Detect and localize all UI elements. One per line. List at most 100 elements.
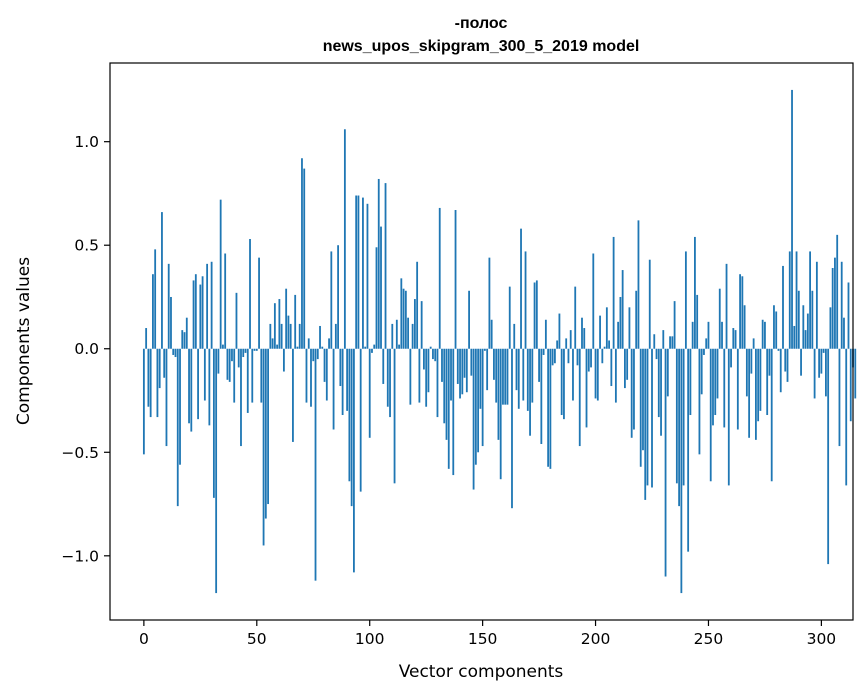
bar-115 xyxy=(402,288,405,349)
bar-241 xyxy=(687,348,690,552)
bar-122 xyxy=(418,348,421,403)
bar-275 xyxy=(764,321,766,349)
bar-249 xyxy=(705,338,708,349)
bar-256 xyxy=(721,321,723,349)
bar-258 xyxy=(725,263,728,349)
bar-182 xyxy=(553,348,556,364)
bar-230 xyxy=(662,330,665,349)
bar-184 xyxy=(558,313,561,349)
bar-155 xyxy=(493,348,495,380)
bar-211 xyxy=(619,296,622,349)
bar-232 xyxy=(666,348,669,397)
bar-267 xyxy=(745,348,748,397)
bar-3 xyxy=(149,348,152,418)
bar-96 xyxy=(359,348,362,492)
bar-264 xyxy=(739,274,741,349)
bar-35 xyxy=(222,344,224,349)
bar-273 xyxy=(759,348,762,411)
bar-97 xyxy=(362,197,364,349)
bar-210 xyxy=(617,321,620,349)
bar-5 xyxy=(154,249,157,349)
bar-239 xyxy=(682,348,685,486)
bar-148 xyxy=(477,348,480,453)
bar-86 xyxy=(337,245,339,349)
x-tick-label: 200 xyxy=(581,630,611,648)
bar-72 xyxy=(305,348,308,403)
bar-4 xyxy=(152,274,154,349)
bar-28 xyxy=(206,263,209,349)
bar-207 xyxy=(610,348,613,387)
bar-260 xyxy=(730,348,732,368)
bar-299 xyxy=(818,348,821,378)
bar-166 xyxy=(517,348,520,409)
bar-30 xyxy=(210,261,213,349)
bar-280 xyxy=(775,311,778,349)
bar-109 xyxy=(389,348,391,418)
bar-208 xyxy=(612,236,615,349)
bar-216 xyxy=(630,348,633,438)
bar-120 xyxy=(413,299,416,349)
bar-238 xyxy=(680,348,683,594)
bar-293 xyxy=(804,330,807,349)
bar-289 xyxy=(795,251,798,349)
bar-79 xyxy=(321,346,324,349)
bar-225 xyxy=(651,348,653,488)
bar-287 xyxy=(791,89,793,349)
bar-254 xyxy=(716,348,719,399)
bar-17 xyxy=(181,330,184,349)
bar-262 xyxy=(734,330,737,349)
bar-128 xyxy=(432,348,434,360)
bar-205 xyxy=(605,307,608,349)
bar-315 xyxy=(854,348,857,399)
bar-58 xyxy=(273,303,276,349)
bar-15 xyxy=(176,348,179,507)
bar-32 xyxy=(215,348,218,594)
bar-33 xyxy=(217,348,220,374)
bar-290 xyxy=(797,290,800,349)
bar-229 xyxy=(660,348,662,436)
bar-272 xyxy=(757,348,760,422)
bar-248 xyxy=(703,348,705,355)
bar-50 xyxy=(255,348,258,351)
bar-21 xyxy=(190,348,193,432)
bar-213 xyxy=(624,348,626,389)
bar-165 xyxy=(515,348,518,391)
bar-218 xyxy=(635,290,638,349)
bar-193 xyxy=(578,348,581,447)
bar-235 xyxy=(673,301,676,349)
bar-42 xyxy=(237,348,240,368)
bar-52 xyxy=(260,348,263,403)
bar-274 xyxy=(761,319,764,349)
bar-124 xyxy=(423,348,425,370)
bar-57 xyxy=(271,338,274,349)
y-tick-label: −1.0 xyxy=(61,547,99,565)
bar-41 xyxy=(235,292,238,349)
bar-108 xyxy=(386,348,389,407)
bar-151 xyxy=(483,348,486,351)
bar-312 xyxy=(847,282,850,349)
bar-270 xyxy=(752,338,755,349)
bar-192 xyxy=(576,348,579,366)
bar-214 xyxy=(626,348,629,380)
bar-60 xyxy=(278,299,281,349)
bar-237 xyxy=(678,348,681,507)
bar-140 xyxy=(459,348,461,399)
chart-title: -полос xyxy=(455,15,508,32)
bar-74 xyxy=(310,348,312,407)
bar-102 xyxy=(373,344,376,349)
bar-18 xyxy=(183,332,186,349)
bar-106 xyxy=(382,348,385,384)
bar-34 xyxy=(219,199,222,349)
bar-98 xyxy=(364,346,367,349)
bar-196 xyxy=(585,348,588,428)
bar-112 xyxy=(395,319,398,349)
bar-313 xyxy=(849,348,852,422)
bar-137 xyxy=(452,348,455,476)
bar-146 xyxy=(472,348,475,490)
bar-47 xyxy=(249,239,251,349)
bar-168 xyxy=(522,348,525,401)
bar-285 xyxy=(786,348,789,382)
bar-304 xyxy=(829,307,832,349)
bar-191 xyxy=(574,286,577,349)
bar-158 xyxy=(499,348,502,480)
